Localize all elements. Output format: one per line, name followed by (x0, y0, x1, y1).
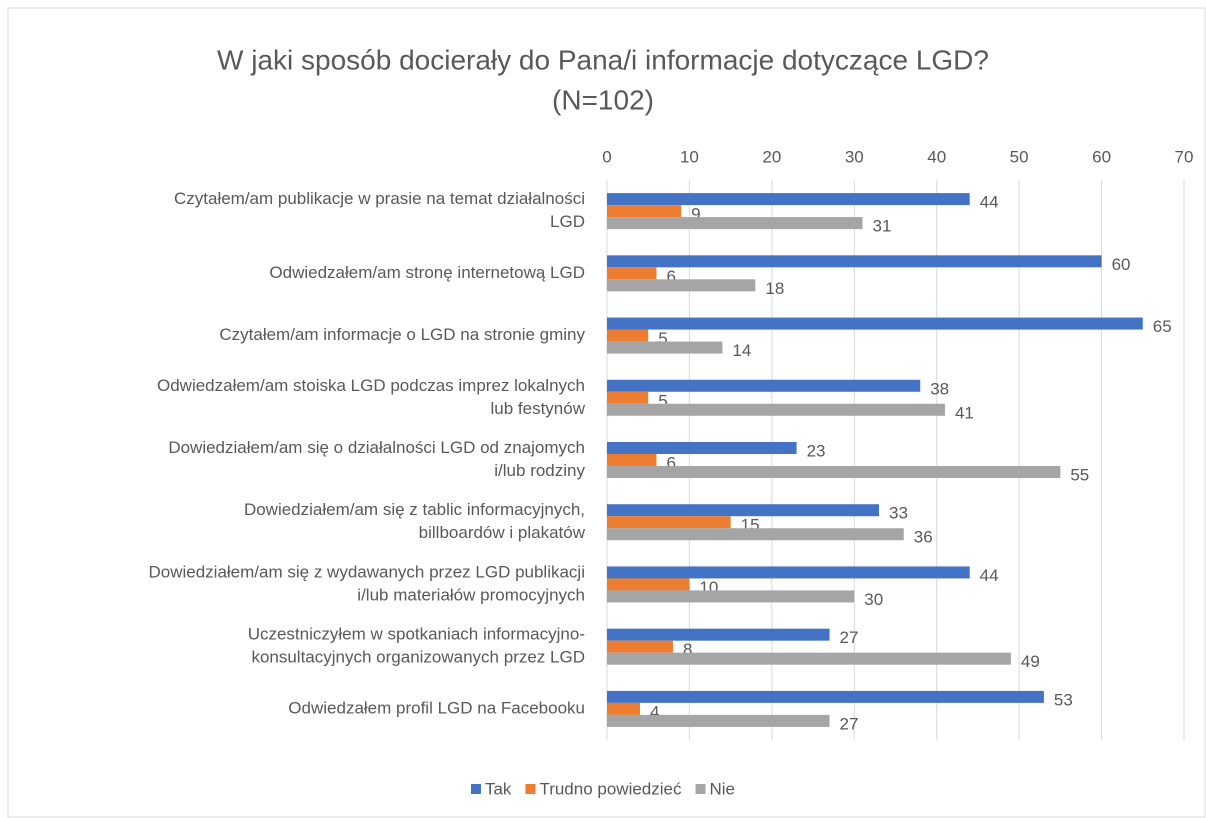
data-label: 65 (1153, 317, 1172, 336)
bar (607, 205, 682, 218)
y-tick-label: Czytałem/am informacje o LGD na stronie … (219, 325, 585, 344)
y-tick-label: Odwiedzałem/am stoiska LGD podczas impre… (157, 376, 585, 395)
data-label: 33 (889, 504, 908, 523)
y-tick-label: i/lub materiałów promocyjnych (357, 585, 585, 604)
x-tick-label: 0 (602, 147, 611, 166)
bar (607, 442, 797, 454)
legend-label: Trudno powiedzieć (539, 779, 682, 798)
bar (607, 690, 1044, 703)
data-label: 23 (807, 441, 826, 460)
y-tick-label: Odwiedzałem profil LGD na Facebooku (288, 698, 585, 717)
bar (607, 403, 945, 416)
data-label: 18 (765, 279, 784, 298)
y-tick-label: LGD (550, 212, 585, 231)
data-label: 8 (683, 640, 692, 659)
y-tick-label: lub festynów (491, 399, 586, 418)
bar (607, 454, 657, 466)
bar (607, 193, 970, 206)
bar (607, 217, 863, 230)
bar (607, 578, 690, 591)
data-label: 6 (666, 453, 675, 472)
data-label: 14 (732, 341, 751, 360)
data-label: 9 (691, 205, 700, 224)
legend-label: Tak (485, 779, 512, 798)
bar (607, 466, 1061, 478)
bar (607, 566, 970, 579)
data-label: 53 (1054, 690, 1073, 709)
data-label: 4 (650, 702, 659, 721)
x-tick-label: 40 (927, 147, 946, 166)
y-tick-label: Czytałem/am publikacje w prasie na temat… (174, 189, 585, 208)
bar (607, 391, 649, 404)
data-label: 30 (864, 590, 883, 609)
chart-title: (N=102) (552, 84, 654, 115)
bar (607, 379, 921, 392)
data-label: 49 (1021, 652, 1040, 671)
x-tick-label: 60 (1092, 147, 1111, 166)
data-label: 6 (666, 267, 675, 286)
bar (607, 317, 1143, 330)
data-label: 60 (1112, 255, 1131, 274)
bar (607, 341, 723, 354)
bar (607, 504, 880, 517)
bar (607, 714, 830, 727)
bar (607, 528, 904, 541)
bar (607, 329, 649, 342)
bar (607, 279, 756, 292)
legend-swatch (470, 784, 481, 794)
data-label: 36 (914, 528, 933, 547)
data-label: 44 (980, 566, 999, 585)
data-label: 41 (955, 403, 974, 422)
bar (607, 652, 1011, 665)
legend-swatch (695, 784, 706, 794)
y-tick-label: Dowiedziałem/am się z wydawanych przez L… (148, 562, 585, 581)
y-tick-label: Dowiedziałem/am się o działalności LGD o… (168, 438, 585, 457)
bar (607, 628, 830, 641)
x-tick-label: 50 (1010, 147, 1029, 166)
bar (607, 640, 673, 653)
data-label: 38 (930, 379, 949, 398)
bar (607, 590, 855, 603)
legend-swatch (525, 784, 536, 794)
bar (607, 702, 640, 715)
data-label: 31 (873, 217, 892, 236)
data-label: 55 (1070, 465, 1089, 484)
x-tick-label: 10 (680, 147, 699, 166)
legend-label: Nie (710, 779, 736, 798)
x-tick-label: 30 (845, 147, 864, 166)
y-tick-label: Dowiedziałem/am się z tablic informacyjn… (244, 500, 585, 519)
x-tick-label: 20 (762, 147, 781, 166)
data-label: 5 (658, 329, 667, 348)
data-label: 27 (840, 714, 859, 733)
y-tick-label: billboardów i plakatów (419, 523, 586, 542)
y-tick-label: i/lub rodziny (494, 461, 585, 480)
y-tick-label: Odwiedzałem/am stronę internetową LGD (269, 263, 585, 282)
bar (607, 255, 1102, 268)
data-label: 5 (658, 391, 667, 410)
bar (607, 516, 731, 529)
bar (607, 267, 657, 280)
y-tick-label: Uczestniczyłem w spotkaniach informacyjn… (248, 625, 585, 644)
data-label: 27 (840, 628, 859, 647)
x-tick-label: 70 (1175, 147, 1194, 166)
chart-title: W jaki sposób docierały do Pana/i inform… (217, 44, 989, 75)
y-tick-label: konsultacyjnych organizowanych przez LGD (251, 648, 585, 667)
data-label: 44 (980, 193, 999, 212)
